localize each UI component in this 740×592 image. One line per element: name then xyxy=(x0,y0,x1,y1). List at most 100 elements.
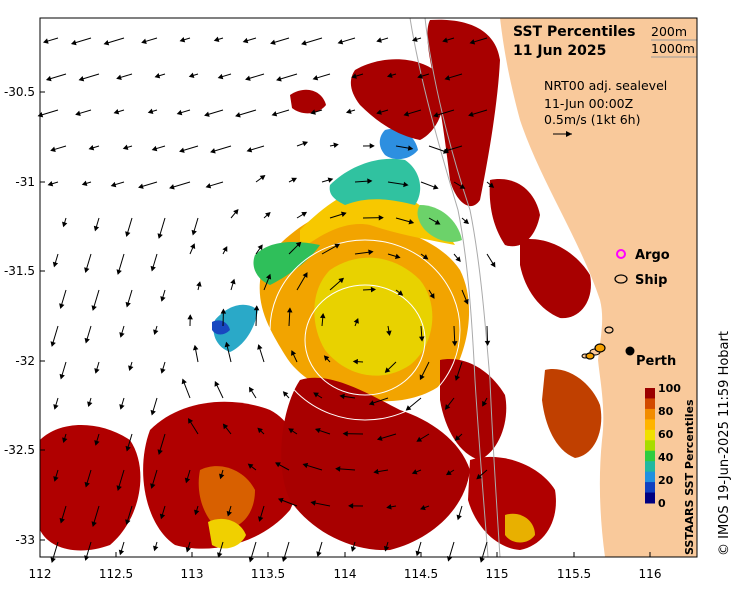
y-tick-label: -32 xyxy=(15,354,35,368)
current-arrow-head xyxy=(125,301,131,308)
current-arrow-head xyxy=(181,378,187,385)
map-date: 11 Jun 2025 xyxy=(513,43,606,59)
current-arrow-head xyxy=(154,73,161,79)
ship-legend-icon xyxy=(614,274,628,284)
current-arrow-head xyxy=(150,265,156,272)
sea-level-contours xyxy=(269,239,461,421)
current-arrow-head xyxy=(463,298,469,305)
current-arrow-head xyxy=(119,404,125,410)
current-arrow-head xyxy=(295,241,302,248)
sst-yellow-core xyxy=(314,257,433,376)
current-arrow-head xyxy=(302,462,309,469)
current-arrow-head xyxy=(459,183,466,189)
current-time: 11-Jun 00:00Z xyxy=(544,96,633,111)
current-arrow-head xyxy=(288,428,294,434)
current-arrow-head xyxy=(313,392,319,398)
current-arrow-head xyxy=(249,386,255,393)
current-arrow-head xyxy=(248,556,254,563)
current-arrow-head xyxy=(59,303,65,309)
current-arrow-head xyxy=(43,38,49,44)
y-tick-label: -33 xyxy=(15,533,35,547)
current-arrow-head xyxy=(407,145,414,151)
current-arrow-head xyxy=(116,269,122,275)
current-arrow-head xyxy=(138,183,144,189)
x-tick-label: 113.5 xyxy=(251,567,285,581)
current-arrow-head xyxy=(353,318,359,324)
current-arrow-head xyxy=(454,435,461,441)
colorbar-swatch xyxy=(645,429,655,441)
current-arrow-head xyxy=(384,367,391,373)
current-arrow-head xyxy=(253,305,260,311)
current-arrow-head xyxy=(316,551,322,557)
current-arrow-head xyxy=(213,36,220,42)
current-arrow-head xyxy=(415,550,421,557)
sst-red-south-east-2 xyxy=(468,456,556,550)
current-arrow-head xyxy=(151,145,158,152)
current-arrow-head xyxy=(383,545,390,552)
current-arrow-head xyxy=(394,253,401,259)
current-arrow-head xyxy=(157,449,163,455)
isobath-1000m xyxy=(409,17,489,558)
eddy-contour-1 xyxy=(304,284,426,396)
current-arrow-head xyxy=(387,72,393,78)
current-arrow-head xyxy=(70,39,77,46)
current-arrow-head xyxy=(302,272,308,278)
current-arrow-head xyxy=(282,391,289,397)
current-arrow-head xyxy=(50,557,56,563)
current-arrow-head xyxy=(75,110,81,116)
current-scale: 0.5m/s (1kt 6h) xyxy=(544,112,640,127)
sst-red-north-west xyxy=(290,89,326,114)
current-arrow-head xyxy=(53,404,59,410)
ship-markers xyxy=(585,326,614,360)
current-arrow-head xyxy=(302,141,308,147)
current-arrow-head xyxy=(103,40,110,46)
current-arrow-head xyxy=(340,211,347,217)
current-arrow-head xyxy=(429,293,435,299)
current-arrow-head xyxy=(62,437,68,443)
argo-legend-label: Argo xyxy=(635,248,670,263)
current-arrow-head xyxy=(53,476,59,482)
current-arrow-head xyxy=(226,510,232,517)
current-arrow-head xyxy=(476,473,482,480)
isobath-label-200: 200m xyxy=(651,24,687,39)
current-arrow-head xyxy=(191,229,197,236)
current-arrow-head xyxy=(444,75,451,81)
current-arrow-head xyxy=(220,308,227,314)
current-arrow-head xyxy=(376,435,383,441)
current-arrow-head xyxy=(214,381,220,387)
current-arrow-head xyxy=(110,181,117,188)
current-arrow-head xyxy=(258,516,264,522)
current-arrow-head xyxy=(247,463,254,469)
current-arrow-head xyxy=(445,470,452,476)
current-arrow-head xyxy=(153,329,159,335)
colorbar-swatch xyxy=(645,398,655,410)
current-arrow-head xyxy=(125,231,131,237)
current-arrow-head xyxy=(386,330,392,336)
perth-marker xyxy=(625,346,635,356)
y-tick-label: -32.5 xyxy=(4,443,35,457)
current-arrow-head xyxy=(351,73,357,79)
current-arrow-head xyxy=(125,445,131,452)
argo-legend-icon xyxy=(616,249,626,259)
current-arrow-head xyxy=(224,341,231,348)
current-arrow-head xyxy=(420,504,426,511)
current-arrow-head xyxy=(463,218,469,225)
current-arrow-head xyxy=(230,278,236,285)
current-arrow-head xyxy=(59,373,65,380)
credit-text: © IMOS 19-Jun-2025 11:59 Hobart xyxy=(717,331,732,556)
current-arrow-head xyxy=(257,427,263,434)
current-arrow-head xyxy=(179,37,186,43)
y-tick-label: -31.5 xyxy=(4,264,35,278)
sst-yellow-south xyxy=(208,518,246,549)
x-tick-label: 112 xyxy=(29,567,52,581)
current-arrow-head xyxy=(84,481,90,488)
colorbar-tick-label: 60 xyxy=(658,428,674,441)
colorbar-swatch xyxy=(645,408,655,420)
y-tick-label: -30.5 xyxy=(4,85,35,99)
current-arrow-head xyxy=(479,557,485,563)
current-arrow-head xyxy=(217,73,224,80)
current-arrow-head xyxy=(257,244,263,251)
x-tick-label: 114 xyxy=(334,567,357,581)
x-tick-label: 115.5 xyxy=(557,567,591,581)
isobath-label-1000: 1000m xyxy=(651,41,695,56)
